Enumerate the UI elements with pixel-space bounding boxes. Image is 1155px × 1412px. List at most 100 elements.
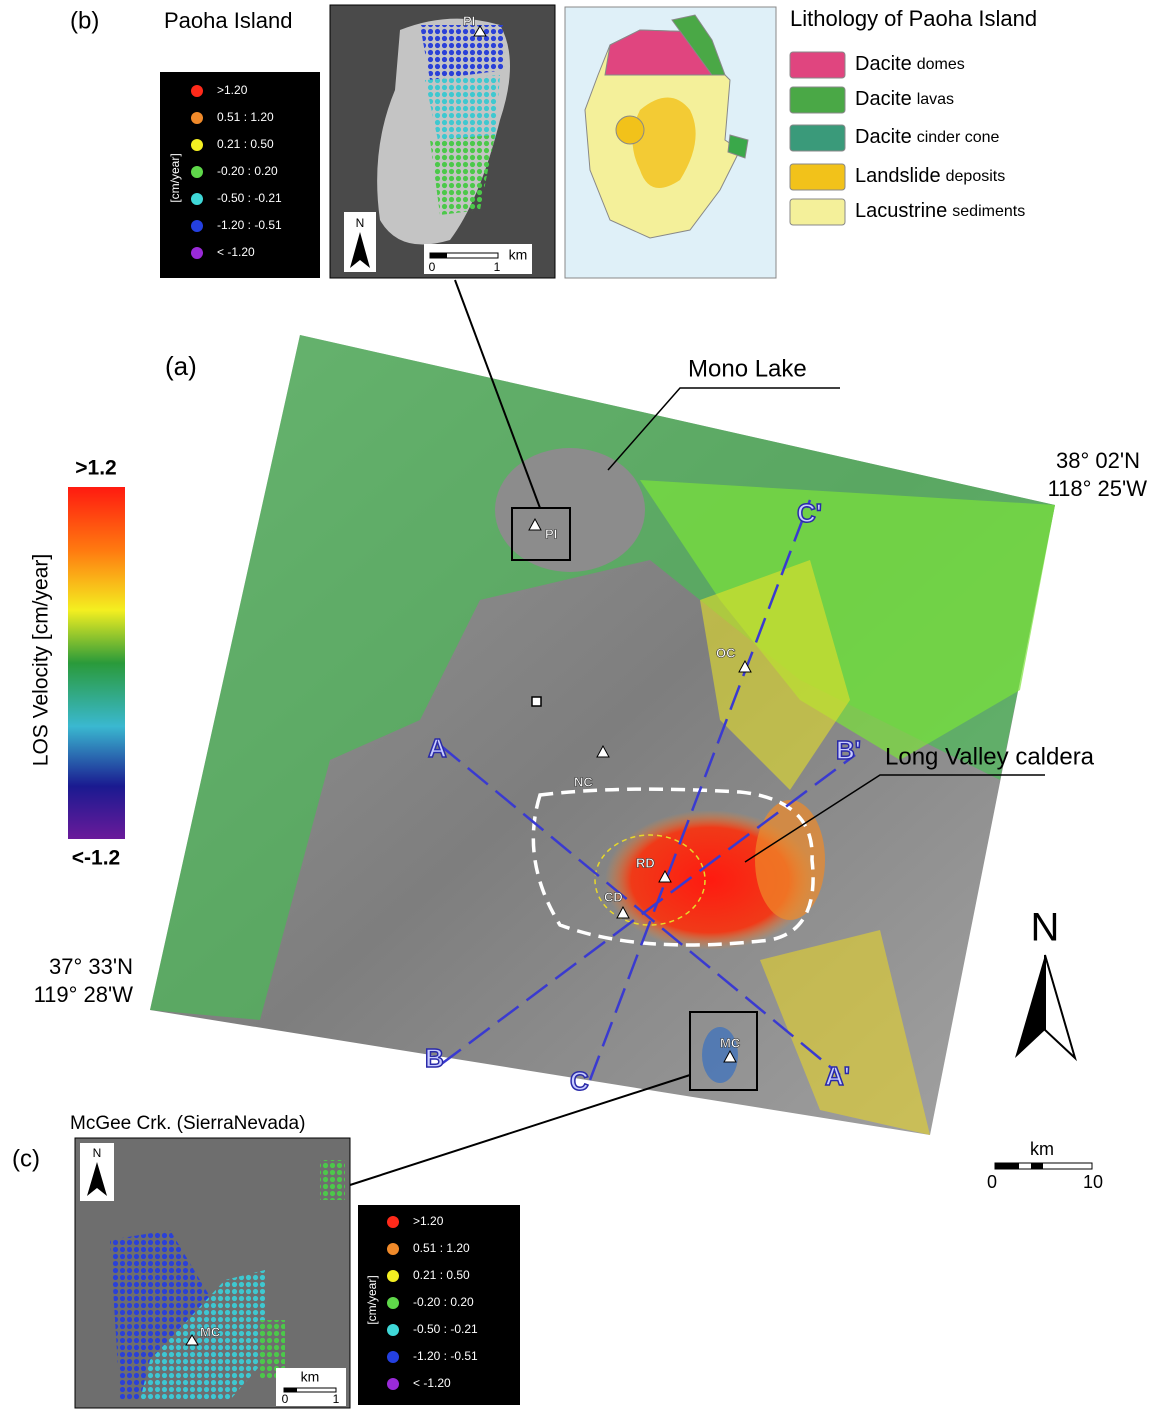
legend-label: 0.51 : 1.20 bbox=[217, 110, 274, 124]
legend-swatch bbox=[387, 1324, 399, 1336]
legend-swatch bbox=[191, 112, 203, 124]
scale-unit: km bbox=[301, 1369, 320, 1385]
legend-label: < -1.20 bbox=[413, 1376, 451, 1390]
legend-swatch bbox=[387, 1351, 399, 1363]
legend-swatch bbox=[387, 1216, 399, 1228]
lithology-legend: Dacite domes Dacite lavas Dacite cinder cone L… bbox=[790, 52, 1025, 225]
scale-tick: 0 bbox=[429, 260, 436, 274]
legend-title: Lithology of Paoha Island bbox=[790, 6, 1037, 31]
marker bbox=[532, 697, 541, 706]
north-label: N bbox=[356, 216, 365, 230]
legend-label: Dacite domes bbox=[855, 53, 965, 75]
rock-name: Lacustrine bbox=[855, 200, 947, 222]
unit-name: domes bbox=[917, 56, 965, 73]
lake-label: Mono Lake bbox=[688, 355, 807, 382]
profile-label: B bbox=[425, 1043, 444, 1073]
rock-name: Dacite bbox=[855, 126, 912, 148]
panel-label: (b) bbox=[70, 7, 99, 34]
legend-swatch bbox=[790, 125, 845, 151]
scale-unit: km bbox=[1030, 1139, 1054, 1159]
panel-b: (b) Paoha Island >1.20 0.51 : 1.20 0.21 : … bbox=[70, 5, 1037, 278]
site-label: MC bbox=[720, 1035, 741, 1050]
scale-tick: 0 bbox=[282, 1392, 289, 1406]
main-map: PI OC NC RD CD MC A A' B B' C C' (a) Mono Lake Lon… bbox=[30, 280, 1148, 1192]
north-arrow bbox=[1045, 955, 1075, 1058]
legend-swatch bbox=[191, 85, 203, 97]
legend-swatch bbox=[191, 193, 203, 205]
panel-title: Paoha Island bbox=[164, 8, 292, 33]
scale-unit: km bbox=[509, 247, 528, 263]
lithology-unit bbox=[616, 116, 644, 144]
legend-label: 0.21 : 0.50 bbox=[217, 137, 274, 151]
legend-swatch bbox=[790, 164, 845, 190]
legend-label: Dacite cinder cone bbox=[855, 126, 1000, 148]
legend-label: Lacustrine sediments bbox=[855, 200, 1025, 222]
legend-swatch bbox=[790, 199, 845, 225]
panel-label: (a) bbox=[165, 351, 197, 381]
unit-name: sediments bbox=[952, 203, 1025, 220]
legend-label: -0.50 : -0.21 bbox=[217, 191, 282, 205]
profile-label: B' bbox=[836, 735, 861, 765]
scale-tick: 0 bbox=[987, 1172, 997, 1192]
scale-tick: 1 bbox=[333, 1392, 340, 1406]
legend-label: Dacite lavas bbox=[855, 88, 954, 110]
site-label: PI bbox=[463, 13, 475, 28]
site-label: OC bbox=[716, 645, 736, 660]
colorbar-title: LOS Velocity [cm/year] bbox=[30, 554, 53, 766]
unit-name: lavas bbox=[917, 91, 954, 108]
site-label: NC bbox=[574, 774, 593, 789]
coverage-dots bbox=[320, 1160, 345, 1200]
scale-tick: 10 bbox=[1083, 1172, 1103, 1192]
coord-lat: 38° 02'N bbox=[1056, 448, 1140, 473]
profile-label: C bbox=[570, 1066, 589, 1096]
rock-name: Landslide bbox=[855, 165, 941, 187]
legend-swatch bbox=[387, 1297, 399, 1309]
legend-label: < -1.20 bbox=[217, 245, 255, 259]
coord-lon: 119° 28'W bbox=[34, 982, 134, 1007]
profile-label: C' bbox=[797, 498, 822, 528]
legend-label: >1.20 bbox=[217, 83, 248, 97]
legend-swatch bbox=[191, 166, 203, 178]
north-arrow bbox=[1015, 955, 1045, 1058]
north-label: N bbox=[1031, 906, 1060, 950]
unit-name: cinder cone bbox=[917, 129, 1000, 146]
profile-label: A' bbox=[825, 1061, 850, 1091]
scale-bar bbox=[430, 253, 447, 258]
legend-label: Landslide deposits bbox=[855, 165, 1005, 187]
legend-swatch bbox=[387, 1243, 399, 1255]
site-label: RD bbox=[636, 855, 655, 870]
legend-label: 0.51 : 1.20 bbox=[413, 1241, 470, 1255]
legend-label: -0.50 : -0.21 bbox=[413, 1322, 478, 1336]
scale-bar bbox=[1031, 1163, 1043, 1169]
legend-unit: [cm/year] bbox=[168, 153, 182, 202]
callout-line bbox=[350, 1075, 690, 1185]
legend-label: -1.20 : -0.51 bbox=[217, 218, 282, 232]
coord-lon: 118° 25'W bbox=[1048, 476, 1148, 501]
legend-swatch bbox=[387, 1378, 399, 1390]
legend-label: 0.21 : 0.50 bbox=[413, 1268, 470, 1282]
rock-name: Dacite bbox=[855, 53, 912, 75]
legend-swatch bbox=[191, 220, 203, 232]
legend-label: -1.20 : -0.51 bbox=[413, 1349, 478, 1363]
legend-swatch bbox=[790, 52, 845, 78]
site-label: CD bbox=[604, 889, 623, 904]
panel-c: McGee Crk. (SierraNevada) (c) MC N km 0 … bbox=[12, 1113, 520, 1408]
colorbar-min: <-1.2 bbox=[72, 847, 120, 870]
legend-label: >1.20 bbox=[413, 1214, 444, 1228]
colorbar bbox=[68, 487, 125, 839]
legend-label: -0.20 : 0.20 bbox=[217, 164, 278, 178]
figure: PI OC NC RD CD MC A A' B B' C C' (a) Mono Lake Lon… bbox=[0, 0, 1155, 1412]
profile-label: A bbox=[428, 733, 447, 763]
legend-swatch bbox=[191, 139, 203, 151]
rock-name: Dacite bbox=[855, 88, 912, 110]
site-label: MC bbox=[200, 1324, 221, 1339]
legend-label: -0.20 : 0.20 bbox=[413, 1295, 474, 1309]
panel-label: (c) bbox=[12, 1145, 40, 1172]
panel-title: McGee Crk. (SierraNevada) bbox=[70, 1113, 305, 1134]
legend-unit: [cm/year] bbox=[365, 1275, 379, 1324]
caldera-label: Long Valley caldera bbox=[885, 743, 1095, 770]
site-label: PI bbox=[545, 526, 557, 541]
scale-bar bbox=[995, 1163, 1019, 1169]
unit-name: deposits bbox=[946, 168, 1006, 185]
north-label: N bbox=[93, 1146, 102, 1160]
